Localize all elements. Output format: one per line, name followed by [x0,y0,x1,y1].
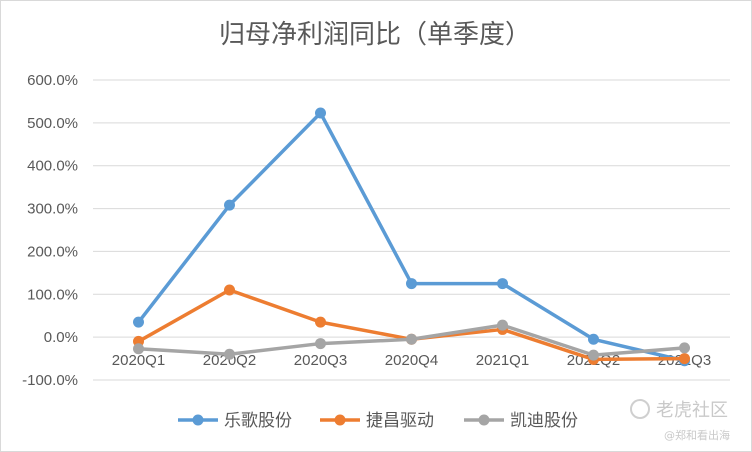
y-axis-ticks: 600.0% 500.0% 400.0% 300.0% 200.0% 100.0% 0.0%… [22,72,78,389]
legend-label-2: 捷昌驱动 [366,411,434,431]
data-point [679,342,690,354]
series-line-2 [136,288,687,362]
data-point [315,107,326,119]
data-point [315,338,326,350]
y-tick-label: 600.0% [27,72,78,89]
legend-label-1: 乐歌股份 [224,411,292,431]
x-axis-ticks: 2020Q12020Q22020Q32020Q42021Q12021Q22021… [112,352,711,369]
data-point [224,199,235,211]
data-point [497,319,508,331]
watermark-logo-text: 老虎社区 [656,400,728,421]
y-tick-label: 500.0% [27,115,78,132]
x-tick-label: 2021Q1 [476,352,529,369]
data-point [588,333,599,345]
legend-marker-2 [334,414,346,426]
y-tick-label: -100.0% [22,372,78,389]
x-tick-label: 2020Q2 [203,352,256,369]
legend-marker-1 [192,414,204,426]
series-line-1 [136,111,687,363]
legend: 乐歌股份 捷昌驱动 凯迪股份 [178,411,578,431]
data-point [406,333,417,345]
data-point [588,349,599,361]
watermark: 老虎社区 @郑和看出海 [630,399,730,442]
y-tick-label: 100.0% [27,286,78,303]
data-point [133,316,144,328]
x-tick-label: 2020Q3 [294,352,347,369]
tiger-logo-icon [630,399,650,419]
data-point [224,284,235,296]
legend-label-3: 凯迪股份 [510,411,578,431]
data-point [133,343,144,355]
data-point [679,353,690,365]
legend-marker-3 [478,414,490,426]
y-tick-label: 200.0% [27,243,78,260]
y-tick-label: 300.0% [27,201,78,218]
data-point [224,348,235,360]
y-tick-label: 0.0% [44,329,78,346]
data-point [497,278,508,290]
x-tick-label: 2020Q4 [385,352,438,369]
chart-title: 归母净利润同比（单季度） [218,20,531,50]
data-point [406,278,417,290]
x-tick-label: 2020Q1 [112,352,165,369]
series-lines [133,107,690,367]
y-tick-label: 400.0% [27,158,78,175]
data-point [315,316,326,328]
watermark-user-text: @郑和看出海 [664,428,730,442]
